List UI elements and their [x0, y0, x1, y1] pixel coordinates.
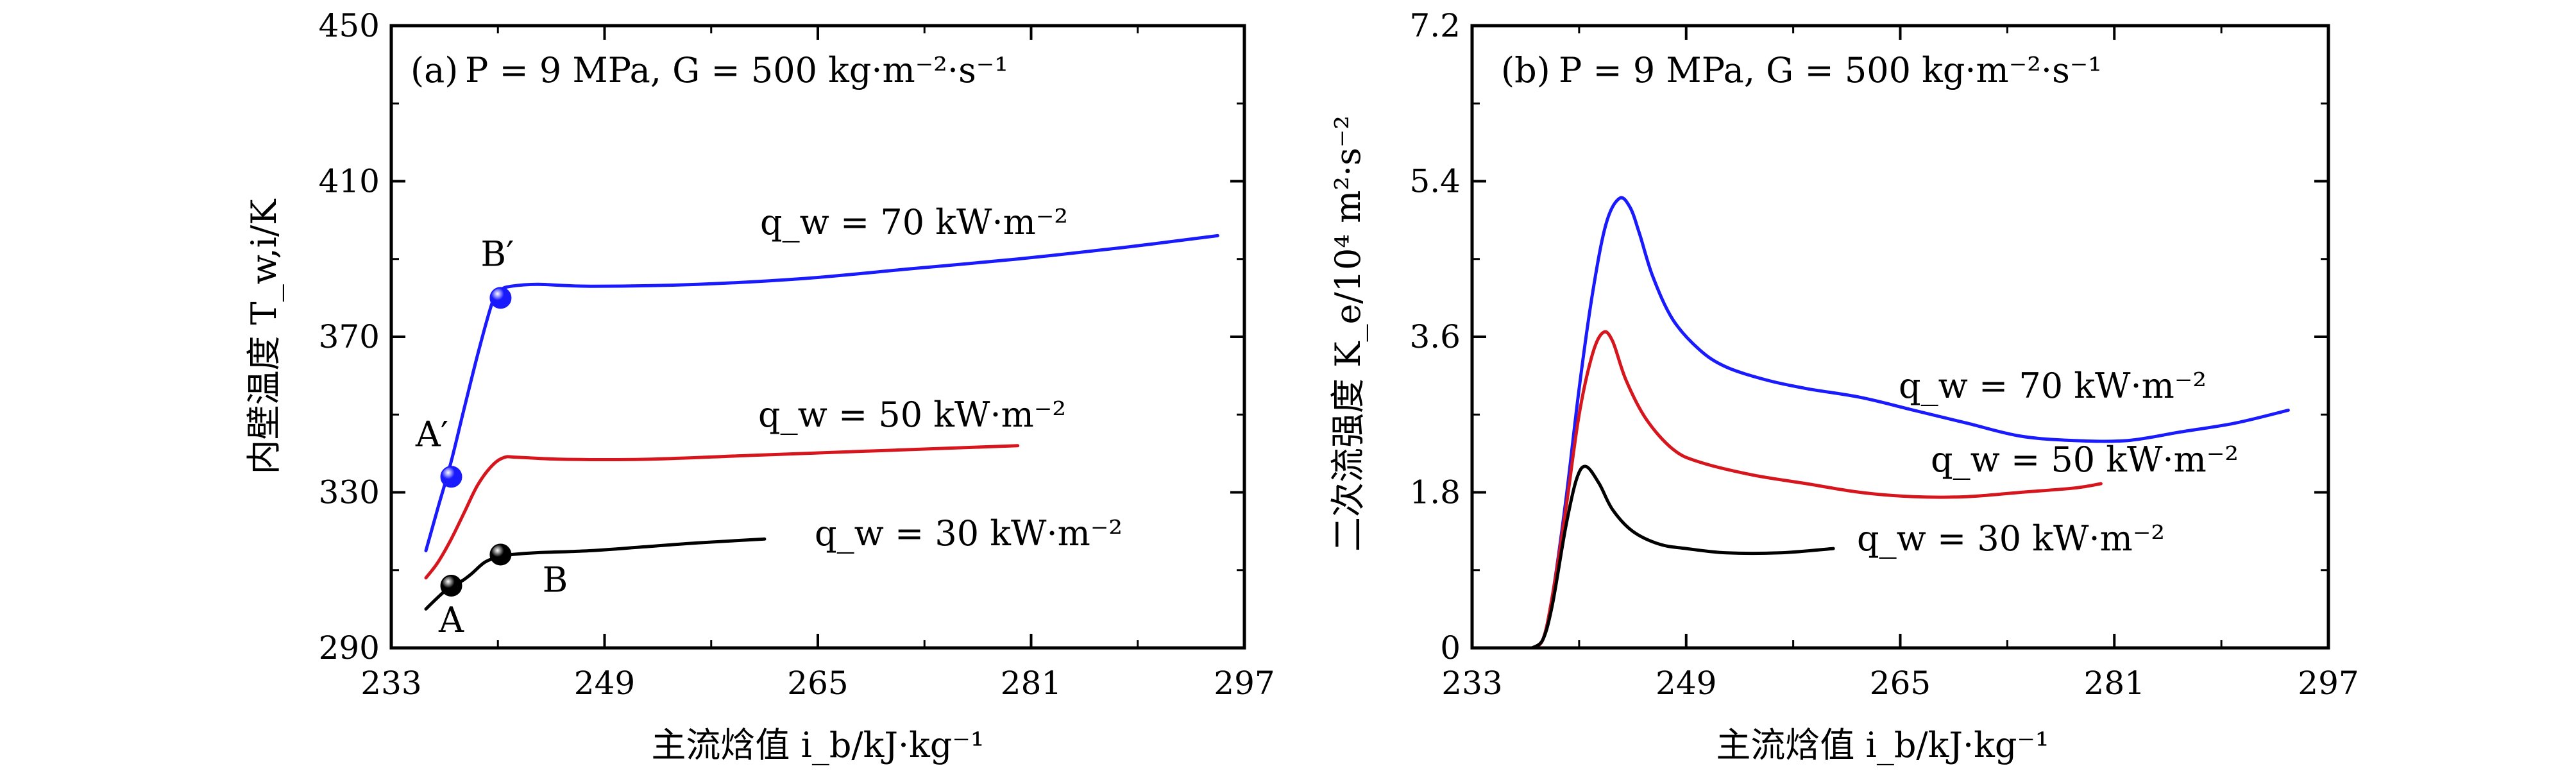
marker-point-1 — [489, 543, 512, 566]
y-tick-labels-b: 0 1.8 3.6 5.4 7.2 — [1409, 7, 1461, 667]
plot-frame-b — [1470, 24, 2330, 650]
y-tick-label-a: 370 — [319, 318, 380, 355]
x-tick-labels-b: 233 249 265 281 297 — [1441, 665, 2359, 702]
y-tick-label-b: 3.6 — [1409, 318, 1461, 355]
marker-point-3 — [489, 287, 512, 309]
y-tick-label-a: 410 — [319, 163, 380, 200]
x-tick-label-b: 297 — [2298, 665, 2359, 702]
x-axis-title-a: 主流焓值 i_b/kJ·kg⁻¹ — [651, 725, 984, 765]
x-tick-label-a: 233 — [360, 665, 421, 702]
marker-point-label-1: B — [543, 560, 568, 600]
points-layer-a: A B A′ B′ — [415, 234, 568, 640]
series-label-a-50: q_w = 50 kW·m⁻² — [758, 395, 1066, 435]
series-label-b-30: q_w = 30 kW·m⁻² — [1857, 518, 2165, 559]
x-tick-label-a: 265 — [787, 665, 848, 702]
series-layer-b — [1530, 196, 2290, 650]
x-tick-label-a: 297 — [1214, 665, 1275, 702]
chart-panel-a: A B A′ B′ 233 249 265 281 297 290 330 370 410 450 (… — [244, 7, 1275, 765]
x-tick-label-b: 233 — [1441, 665, 1502, 702]
condition-text-b: P = 9 MPa, G = 500 kg·m⁻²·s⁻¹ — [1559, 50, 2102, 90]
marker-point-label-0: A — [438, 600, 464, 640]
y-axis-title-a: 内壁温度 T_w,i/K — [244, 198, 284, 475]
series-label-b-70: q_w = 70 kW·m⁻² — [1899, 366, 2207, 406]
panel-label-b: (b) — [1501, 50, 1550, 90]
marker-point-0 — [440, 575, 462, 597]
marker-point-label-2: A′ — [415, 414, 448, 454]
y-tick-label-a: 450 — [319, 7, 380, 44]
marker-point-label-3: B′ — [480, 234, 514, 274]
chart-panel-b: 233 249 265 281 297 0 1.8 3.6 5.4 7.2 (b) P = 9 … — [1328, 7, 2359, 765]
panel-label-a: (a) — [411, 50, 458, 90]
x-axis-title-b: 主流焓值 i_b/kJ·kg⁻¹ — [1716, 725, 2049, 765]
series-label-a-70: q_w = 70 kW·m⁻² — [760, 202, 1068, 242]
y-tick-label-a: 330 — [319, 474, 380, 511]
y-tick-label-a: 290 — [319, 629, 380, 667]
x-tick-labels-a: 233 249 265 281 297 — [360, 665, 1275, 702]
series-line-a-2 — [424, 537, 767, 611]
y-axis-title-b: 二次流强度 K_e/10⁴ m²·s⁻² — [1328, 115, 1368, 552]
x-tick-label-a: 281 — [1001, 665, 1062, 702]
plot-frame-a — [389, 24, 1246, 650]
series-line-b-2 — [1530, 464, 1835, 650]
condition-text-a: P = 9 MPa, G = 500 kg·m⁻²·s⁻¹ — [465, 50, 1008, 90]
y-tick-label-b: 7.2 — [1409, 7, 1461, 44]
series-label-a-30: q_w = 30 kW·m⁻² — [815, 513, 1123, 554]
series-line-a-1 — [424, 444, 1020, 580]
series-label-b-50: q_w = 50 kW·m⁻² — [1931, 439, 2239, 480]
y-tick-labels-a: 290 330 370 410 450 — [319, 7, 380, 667]
x-tick-label-a: 249 — [574, 665, 635, 702]
y-tick-label-b: 0 — [1440, 629, 1461, 667]
series-line-b-0 — [1530, 196, 2290, 650]
y-tick-label-b: 1.8 — [1409, 474, 1461, 511]
x-tick-label-b: 281 — [2084, 665, 2145, 702]
series-line-a-0 — [424, 234, 1219, 552]
x-tick-label-b: 249 — [1656, 665, 1716, 702]
y-tick-label-b: 5.4 — [1409, 163, 1461, 200]
series-line-b-1 — [1530, 330, 2103, 650]
marker-point-2 — [440, 466, 462, 488]
x-tick-label-b: 265 — [1870, 665, 1931, 702]
